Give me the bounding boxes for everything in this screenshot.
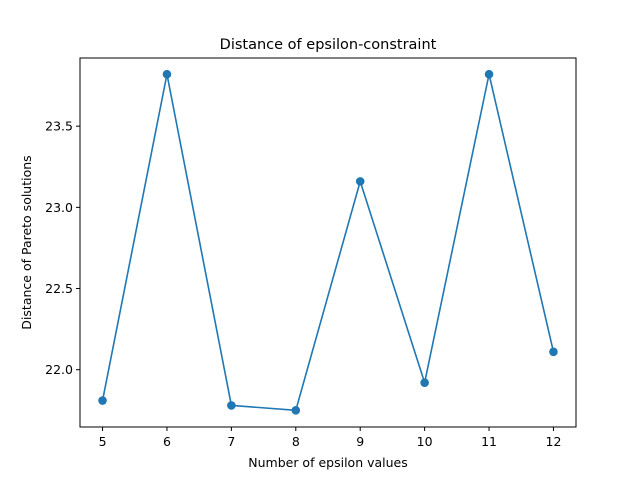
- data-point: [162, 69, 172, 79]
- x-tick-label: 7: [227, 434, 235, 449]
- y-tick-label: 23.0: [45, 200, 73, 215]
- data-point: [98, 396, 107, 405]
- x-tick-label: 11: [481, 434, 497, 449]
- x-axis-label: Number of epsilon values: [248, 455, 408, 470]
- x-tick-label: 12: [546, 434, 562, 449]
- x-tick-label: 6: [163, 434, 171, 449]
- x-tick-label: 8: [292, 434, 300, 449]
- x-tick-label: 5: [99, 434, 107, 449]
- data-point: [484, 69, 494, 79]
- x-tick-label: 10: [417, 434, 433, 449]
- data-point: [420, 378, 429, 387]
- series-line: [101, 73, 555, 412]
- plot-frame: [79, 57, 577, 428]
- y-tick-label: 22.5: [45, 281, 73, 296]
- y-tick-label: 22.0: [45, 362, 73, 377]
- x-tick-label: 9: [356, 434, 364, 449]
- y-tick-label: 23.5: [45, 119, 73, 134]
- data-point: [227, 401, 236, 410]
- data-point: [291, 405, 301, 415]
- data-point: [355, 177, 365, 186]
- data-point: [549, 347, 558, 357]
- y-axis-label: Distance of Pareto solutions: [19, 155, 34, 329]
- chart-title: Distance of epsilon-constraint: [220, 37, 437, 53]
